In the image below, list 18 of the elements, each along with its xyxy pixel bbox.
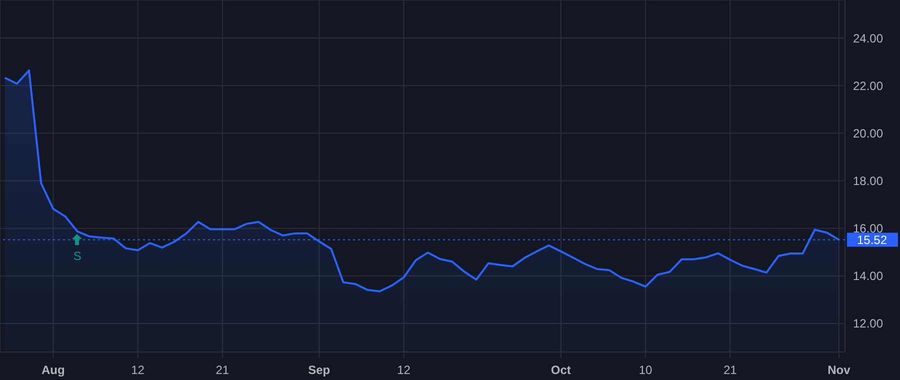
x-tick-label: Nov (828, 363, 851, 377)
y-tick-label: 16.00 (853, 222, 884, 236)
y-tick-label: 18.00 (853, 174, 884, 188)
y-tick-label: 22.00 (853, 78, 884, 93)
x-tick-label: Sep (308, 363, 330, 377)
x-tick-label: 21 (723, 363, 738, 377)
annotation: S (72, 249, 82, 263)
x-tick-label: 12 (397, 363, 411, 377)
x-tick-label: Oct (550, 363, 571, 377)
x-tick-label: 12 (131, 363, 145, 377)
x-tick-label: 21 (216, 363, 230, 377)
y-tick-label: 12.00 (853, 316, 884, 331)
ref-line-label: 15.52 (856, 233, 888, 248)
x-tick-label: Aug (42, 363, 65, 377)
x-tick-label: 10 (638, 363, 653, 377)
y-tick-label: 24.00 (853, 31, 884, 46)
y-tick-label: 20.00 (853, 126, 884, 140)
y-tick-label: 14.00 (853, 269, 884, 284)
